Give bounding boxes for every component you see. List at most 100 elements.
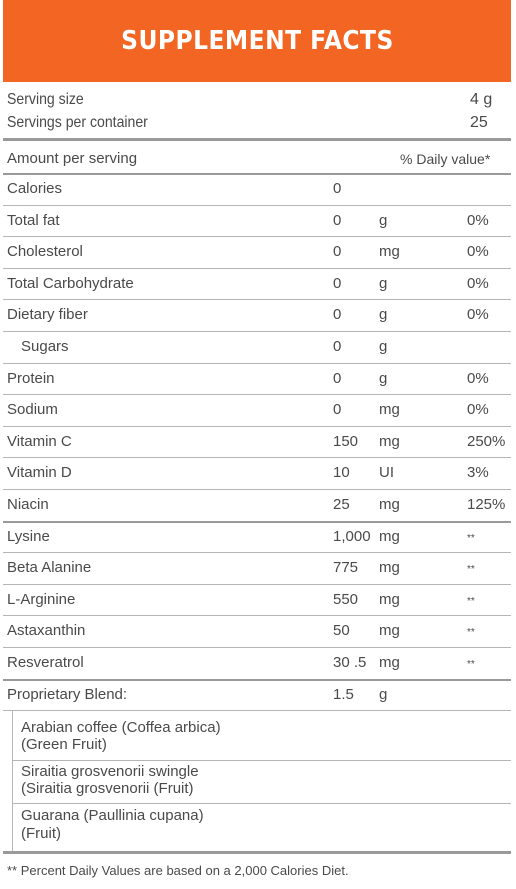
nutrient-name: Total fat	[7, 211, 60, 229]
row-divider	[3, 268, 511, 269]
nutrient-name: Niacin	[7, 496, 49, 513]
nutrient-daily-value: **	[467, 595, 475, 607]
nutrient-name: Astaxanthin	[7, 622, 86, 640]
nutrient-amount: 30 .5	[333, 654, 367, 671]
nutrient-name: Beta Alanine	[7, 559, 92, 577]
nutrient-daily-value: **	[467, 564, 475, 576]
supplement-facts-header: SUPPLEMENT FACTS	[3, 0, 511, 82]
blend-divider	[12, 760, 511, 761]
row-divider	[3, 615, 511, 616]
nutrient-unit: g	[379, 211, 388, 229]
nutrient-daily-value: **	[467, 532, 475, 544]
nutrient-name: Protein	[7, 369, 55, 387]
nutrient-amount: 0	[333, 369, 342, 387]
nutrient-unit: g	[379, 685, 388, 703]
blend-divider	[12, 803, 511, 804]
divider-mid	[3, 679, 511, 681]
divider-mid	[3, 521, 511, 523]
nutrient-name: Sugars	[21, 338, 69, 355]
row-divider	[3, 426, 511, 427]
nutrient-name: Cholesterol	[7, 243, 83, 261]
blend-item-line: (Siraitia grosvenorii (Fruit)	[21, 780, 194, 797]
row-divider	[3, 584, 511, 585]
row-divider	[3, 331, 511, 332]
nutrient-amount: 550	[333, 590, 359, 608]
nutrient-amount: 1,000	[333, 527, 371, 545]
nutrient-amount: 0	[333, 180, 342, 197]
serving-size-label: Serving size	[7, 91, 84, 108]
row-divider	[3, 710, 511, 711]
nutrient-name: Lysine	[7, 527, 50, 545]
blend-item-line: (Fruit)	[21, 825, 61, 842]
nutrient-unit: UI	[379, 464, 394, 482]
blend-item-line: Guarana (Paullinia cupana)	[21, 807, 204, 824]
nutrient-daily-value: 0%	[467, 211, 489, 229]
nutrient-amount: 1.5	[333, 685, 354, 703]
nutrient-unit: g	[379, 274, 388, 292]
proprietary-blend-list	[12, 711, 512, 852]
nutrient-amount: 150	[333, 432, 359, 450]
nutrient-daily-value: 250%	[467, 432, 506, 450]
nutrient-unit: mg	[379, 496, 400, 513]
blend-item-line: Arabian coffee (Coffea arbica)	[21, 719, 221, 736]
row-divider	[3, 299, 511, 300]
nutrient-daily-value: **	[467, 627, 475, 639]
nutrient-name: Vitamin D	[7, 464, 72, 482]
nutrient-amount: 25	[333, 496, 350, 513]
nutrient-daily-value: 0%	[467, 401, 489, 419]
nutrient-unit: g	[379, 306, 388, 324]
nutrient-name: Resveratrol	[7, 654, 84, 671]
nutrient-name: Total Carbohydrate	[7, 274, 134, 292]
row-divider	[3, 457, 511, 458]
nutrient-unit: g	[379, 369, 388, 387]
nutrient-name: Dietary fiber	[7, 306, 88, 324]
row-divider	[3, 363, 511, 364]
nutrient-amount: 775	[333, 559, 359, 577]
divider-mid	[3, 173, 511, 175]
nutrient-unit: mg	[379, 654, 400, 671]
serving-size-value: 4 g	[470, 91, 493, 108]
amount-per-serving-label: Amount per serving	[7, 150, 138, 167]
nutrient-name: Calories	[7, 180, 63, 197]
footnote: ** Percent Daily Values are based on a 2…	[7, 863, 349, 878]
row-divider	[3, 552, 511, 553]
nutrient-amount: 0	[333, 306, 342, 324]
nutrient-amount: 0	[333, 274, 342, 292]
row-divider	[3, 394, 511, 395]
nutrient-unit: mg	[379, 432, 400, 450]
nutrient-daily-value: 0%	[467, 274, 489, 292]
nutrient-unit: mg	[379, 559, 400, 577]
nutrient-amount: 50	[333, 622, 350, 640]
nutrient-daily-value: 0%	[467, 306, 489, 324]
nutrient-name: Proprietary Blend:	[7, 685, 128, 703]
row-divider	[3, 205, 511, 206]
nutrient-unit: mg	[379, 590, 400, 608]
nutrient-amount: 10	[333, 464, 350, 482]
nutrient-daily-value: **	[467, 659, 475, 670]
nutrient-name: L-Arginine	[7, 590, 76, 608]
nutrient-unit: mg	[379, 527, 400, 545]
nutrient-amount: 0	[333, 211, 342, 229]
nutrient-name: Sodium	[7, 401, 58, 419]
nutrient-unit: mg	[379, 401, 400, 419]
servings-per-container-label: Servings per container	[7, 114, 148, 131]
nutrient-amount: 0	[333, 338, 342, 355]
nutrient-daily-value: 3%	[467, 464, 489, 482]
divider-heavy	[3, 138, 511, 141]
nutrient-name: Vitamin C	[7, 432, 72, 450]
nutrient-unit: mg	[379, 243, 400, 261]
blend-item-line: (Green Fruit)	[21, 736, 107, 753]
nutrient-unit: g	[379, 338, 388, 355]
nutrient-daily-value: 0%	[467, 369, 489, 387]
nutrient-daily-value: 0%	[467, 243, 489, 261]
nutrient-amount: 0	[333, 401, 342, 419]
nutrient-unit: mg	[379, 622, 400, 640]
nutrient-amount: 0	[333, 243, 342, 261]
row-divider	[3, 647, 511, 648]
page-title: SUPPLEMENT FACTS	[120, 26, 394, 56]
blend-item-line: Siraitia grosvenorii swingle	[21, 763, 199, 780]
servings-per-container-value: 25	[470, 114, 488, 131]
row-divider	[3, 489, 511, 490]
nutrient-daily-value: 125%	[467, 496, 506, 513]
daily-value-header: % Daily value*	[400, 151, 491, 167]
